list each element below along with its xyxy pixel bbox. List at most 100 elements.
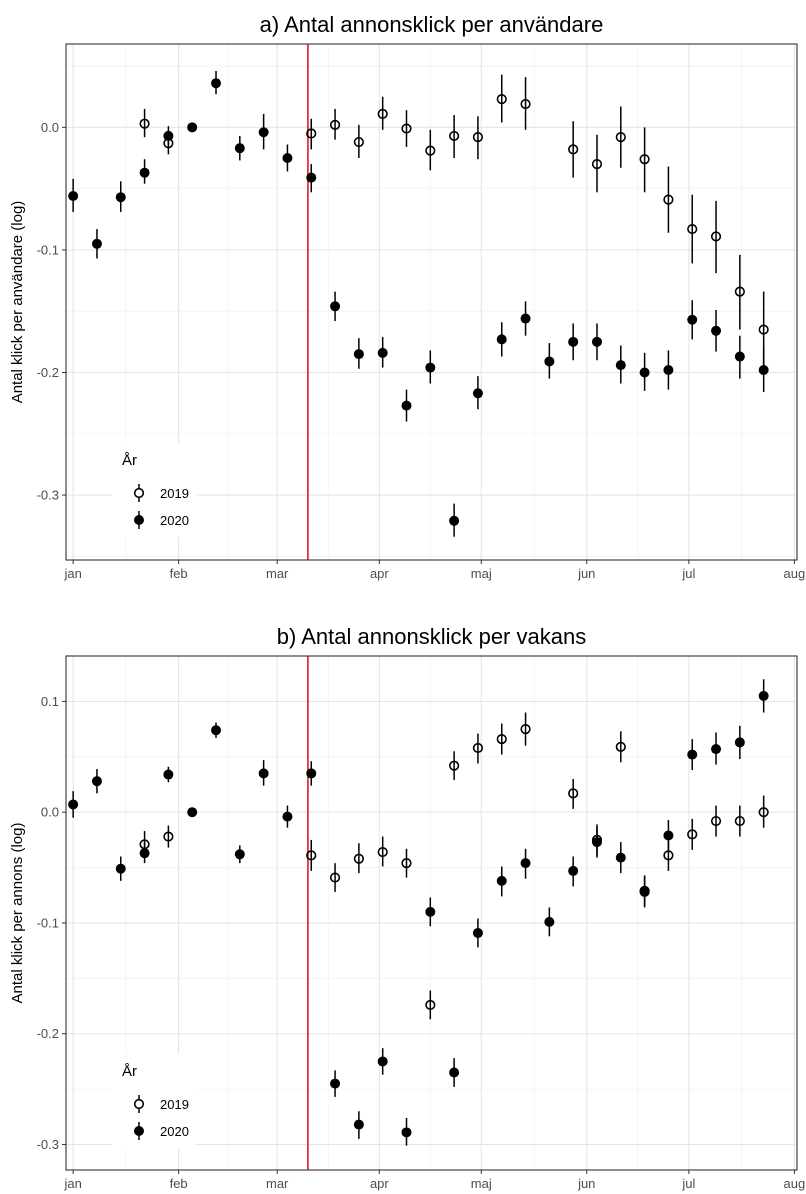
data-point <box>68 190 79 201</box>
data-point <box>472 132 484 143</box>
x-tick-label: jan <box>63 566 81 581</box>
x-tick-label: maj <box>471 566 492 581</box>
y-tick-label: 0.0 <box>41 120 59 135</box>
data-point <box>306 172 317 183</box>
legend-title: År <box>122 452 137 469</box>
data-point <box>115 863 126 874</box>
data-point <box>91 238 102 249</box>
x-tick-label: jul <box>681 566 695 581</box>
data-point <box>544 356 555 367</box>
legend-key-filled-circle <box>134 1126 144 1136</box>
panel-b: b) Antal annonsklick per vakans jan feb mar… <box>9 624 805 1191</box>
data-point <box>615 741 626 752</box>
data-point <box>734 815 745 827</box>
x-tick-label: jun <box>577 566 595 581</box>
data-point <box>329 872 341 883</box>
data-point <box>568 865 579 876</box>
data-point <box>449 760 460 771</box>
chart-title: b) Antal annonsklick per vakans <box>277 624 586 649</box>
data-point <box>329 119 341 130</box>
data-point <box>449 1067 460 1078</box>
data-point <box>306 768 317 779</box>
data-point <box>163 769 174 780</box>
data-point <box>591 837 602 848</box>
y-tick-label: 0.0 <box>41 805 59 820</box>
x-tick-label: aug <box>784 566 806 581</box>
data-point <box>472 742 484 754</box>
legend-box <box>112 1054 196 1148</box>
data-point <box>163 831 174 842</box>
data-point <box>520 98 531 110</box>
data-point <box>401 400 412 411</box>
data-point <box>449 515 460 526</box>
data-point <box>187 807 198 818</box>
legend-label: 2019 <box>160 1097 189 1112</box>
data-point <box>568 144 579 155</box>
plot-border <box>65 43 798 561</box>
data-point <box>401 1127 412 1138</box>
data-point <box>568 788 579 799</box>
data-point <box>377 347 388 358</box>
data-point <box>687 749 698 760</box>
data-point <box>663 365 674 376</box>
data-point <box>615 132 626 143</box>
series-2020 <box>68 70 769 537</box>
x-axis: jan feb mar apr maj jun jul aug <box>63 1170 805 1191</box>
y-tick-label: 0.1 <box>41 694 59 709</box>
x-tick-label: jan <box>63 1176 81 1191</box>
data-point <box>91 776 102 787</box>
data-point <box>591 336 602 347</box>
data-point <box>258 768 269 779</box>
y-axis: 0.1 0.0 -0.1 -0.2 -0.3 <box>37 694 66 1152</box>
y-axis-label: Antal klick per annons (log) <box>9 823 26 1004</box>
data-point <box>663 850 674 861</box>
data-point <box>496 334 507 345</box>
data-point <box>163 130 174 141</box>
data-point <box>234 143 245 154</box>
legend-label: 2019 <box>160 486 189 501</box>
data-point <box>377 846 388 858</box>
y-axis-label: Antal klick per användare (log) <box>9 201 26 404</box>
data-point <box>496 875 507 886</box>
data-point <box>710 815 722 827</box>
data-point <box>615 852 626 863</box>
data-point <box>139 167 150 178</box>
panel-a: a) Antal annonsklick per användare jan feb… <box>9 12 805 581</box>
y-tick-label: -0.2 <box>37 365 59 380</box>
legend: År 2019 2020 <box>112 1054 196 1148</box>
y-tick-label: -0.1 <box>37 915 59 930</box>
data-point <box>687 314 698 325</box>
legend-box <box>112 443 196 537</box>
y-tick-label: -0.2 <box>37 1026 59 1041</box>
gridlines <box>66 44 797 560</box>
data-point <box>401 858 412 869</box>
data-point <box>306 850 317 861</box>
x-tick-label: jul <box>681 1176 695 1191</box>
data-point <box>139 118 150 129</box>
data-point <box>353 853 364 864</box>
data-point <box>353 349 364 360</box>
plot-border <box>65 655 798 1171</box>
data-point <box>758 807 769 818</box>
data-point <box>115 192 126 203</box>
data-point <box>353 1119 364 1130</box>
data-point <box>330 301 341 312</box>
data-point <box>520 313 531 324</box>
y-tick-label: -0.1 <box>37 242 59 257</box>
data-point <box>425 362 436 373</box>
data-point <box>663 194 674 205</box>
data-point <box>663 830 674 841</box>
data-point <box>687 829 698 840</box>
data-point <box>425 145 436 156</box>
data-point <box>710 231 722 242</box>
data-point <box>68 799 79 810</box>
data-point <box>496 94 507 105</box>
data-point <box>496 733 507 745</box>
x-tick-label: feb <box>170 566 188 581</box>
legend-label: 2020 <box>160 513 189 528</box>
x-tick-label: maj <box>471 1176 492 1191</box>
data-point <box>377 108 388 119</box>
data-point <box>568 336 579 347</box>
legend-key-open-circle <box>133 1098 145 1110</box>
